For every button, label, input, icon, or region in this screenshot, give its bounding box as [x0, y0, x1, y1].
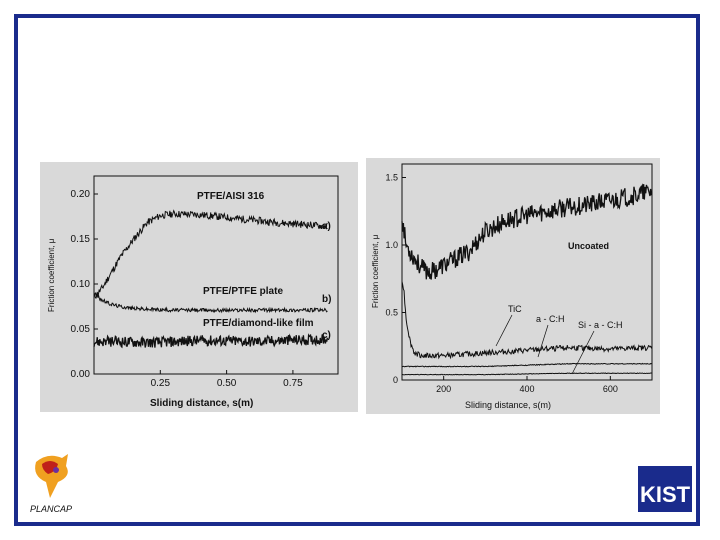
chart-right-series-3-line [401, 372, 653, 376]
chart-right-ytick-label: 1.0 [385, 240, 398, 250]
chart-left-ytick-label: 0.15 [71, 234, 91, 245]
chart-left-plot-area [93, 175, 339, 375]
chart-right-xlabel: Sliding distance, s(m) [465, 400, 551, 410]
chart-left-ytick-label: 0.00 [71, 369, 91, 380]
chart-left-series-a-tag: a) [322, 221, 331, 232]
chart-left-ytick-label: 0.05 [71, 324, 91, 335]
chart-left-series-2-line [93, 333, 329, 349]
chart-right-siach-leader [571, 330, 595, 375]
chart-right-tic-leader [495, 314, 513, 347]
chart-right-series-0-line [401, 183, 653, 280]
chart-left-ylabel: Friction coefficient, μ [47, 238, 56, 312]
chart-right-series-1-line [401, 281, 653, 360]
chart-left-series-0-line [93, 209, 328, 300]
kist-logo: KIST [638, 466, 692, 512]
chart-left-panel: 0.25 0.50 0.75 0.00 0.05 0.10 0.15 0.20 PTFE/AI… [40, 162, 358, 412]
chart-right-series-uncoated-label: Uncoated [568, 241, 609, 251]
chart-left-series-b-label: PTFE/PTFE plate [203, 286, 283, 297]
plancap-logo-flame-icon [35, 454, 68, 498]
chart-left-series-c-label: PTFE/diamond-like film [203, 318, 314, 329]
chart-left-series-c-tag: c) [322, 330, 331, 341]
chart-left-xtick-label: 0.50 [217, 378, 237, 389]
chart-left-series-a-label: PTFE/AISI 316 [197, 191, 265, 202]
chart-right-series-siach-label: Si - a - C:H [578, 320, 623, 330]
chart-left-xlabel: Sliding distance, s(m) [150, 398, 253, 409]
chart-right-series-2-line [401, 362, 653, 368]
chart-left-ytick-label: 0.20 [71, 189, 91, 200]
chart-left-ytick-label: 0.10 [71, 279, 91, 290]
chart-right-ytick-label: 0 [393, 375, 398, 385]
chart-right-xtick-label: 600 [603, 384, 618, 394]
chart-right-xtick-label: 200 [436, 384, 451, 394]
chart-left-series-b-tag: b) [322, 294, 331, 305]
plancap-logo-text: PLANCAP [30, 504, 72, 514]
kist-logo-text: KIST [640, 482, 691, 507]
chart-right-ylabel: Friction coefficient, μ [371, 234, 380, 308]
chart-left-xtick-label: 0.25 [151, 378, 171, 389]
chart-left: 0.25 0.50 0.75 0.00 0.05 0.10 0.15 0.20 PTFE/AI… [47, 175, 339, 409]
chart-left-xtick-label: 0.75 [283, 378, 303, 389]
chart-right-xtick-label: 400 [519, 384, 534, 394]
chart-right-ytick-label: 1.5 [385, 173, 398, 183]
chart-left-series-1-line [93, 291, 328, 314]
chart-right-ach-leader [537, 324, 549, 358]
chart-right-series-ach-label: a - C:H [536, 314, 565, 324]
chart-right-panel: 200 400 600 0 0.5 1.0 1.5 Uncoated TiC a - C:H… [366, 158, 660, 414]
chart-right: 200 400 600 0 0.5 1.0 1.5 Uncoated TiC a - C:H… [371, 163, 653, 410]
plancap-logo: PLANCAP [30, 454, 72, 514]
chart-right-series-tic-label: TiC [508, 304, 522, 314]
chart-right-ytick-label: 0.5 [385, 308, 398, 318]
